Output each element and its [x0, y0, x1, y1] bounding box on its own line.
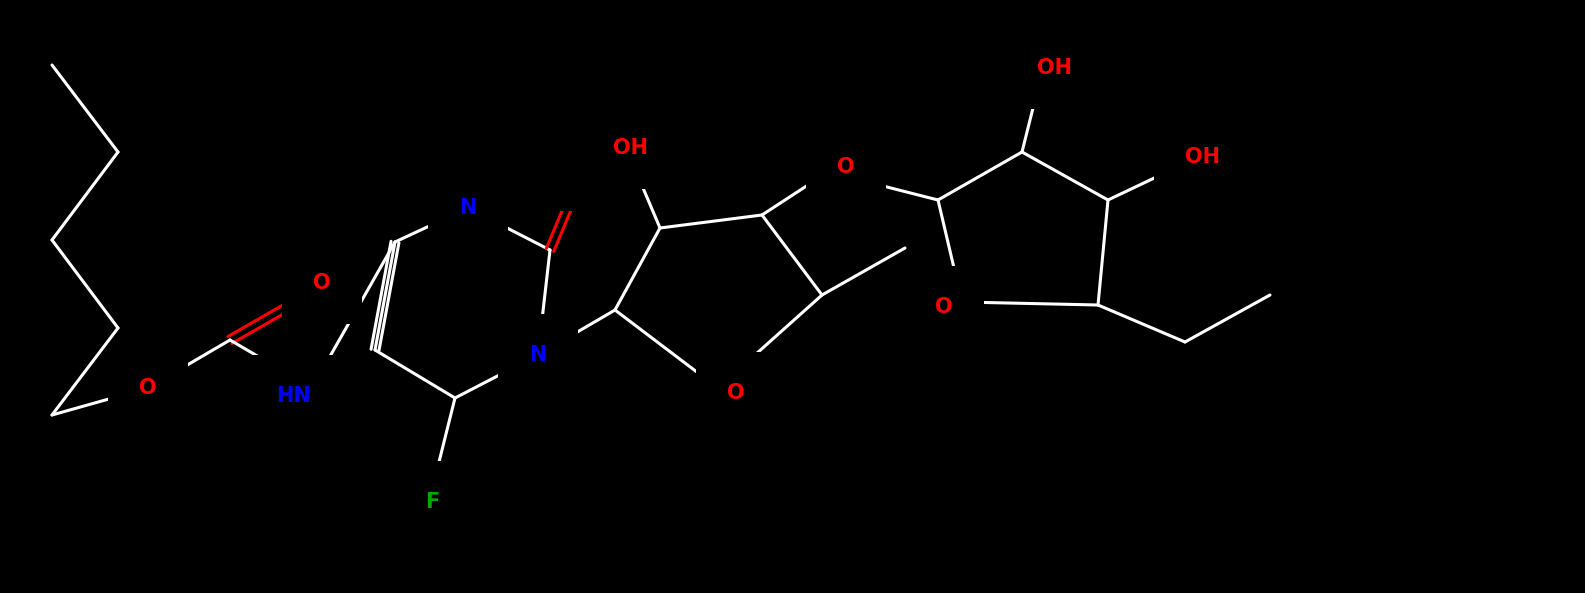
Text: O: O: [582, 160, 599, 180]
Text: O: O: [935, 297, 953, 317]
Text: OH: OH: [612, 138, 648, 158]
Text: O: O: [837, 157, 854, 177]
Text: O: O: [314, 273, 331, 293]
Text: N: N: [460, 198, 477, 218]
Text: O: O: [139, 378, 157, 398]
Text: O: O: [728, 383, 745, 403]
Text: HN: HN: [277, 386, 311, 406]
Text: F: F: [425, 492, 439, 512]
Text: N: N: [529, 345, 547, 365]
Text: OH: OH: [1038, 58, 1073, 78]
Text: OH: OH: [1186, 147, 1220, 167]
